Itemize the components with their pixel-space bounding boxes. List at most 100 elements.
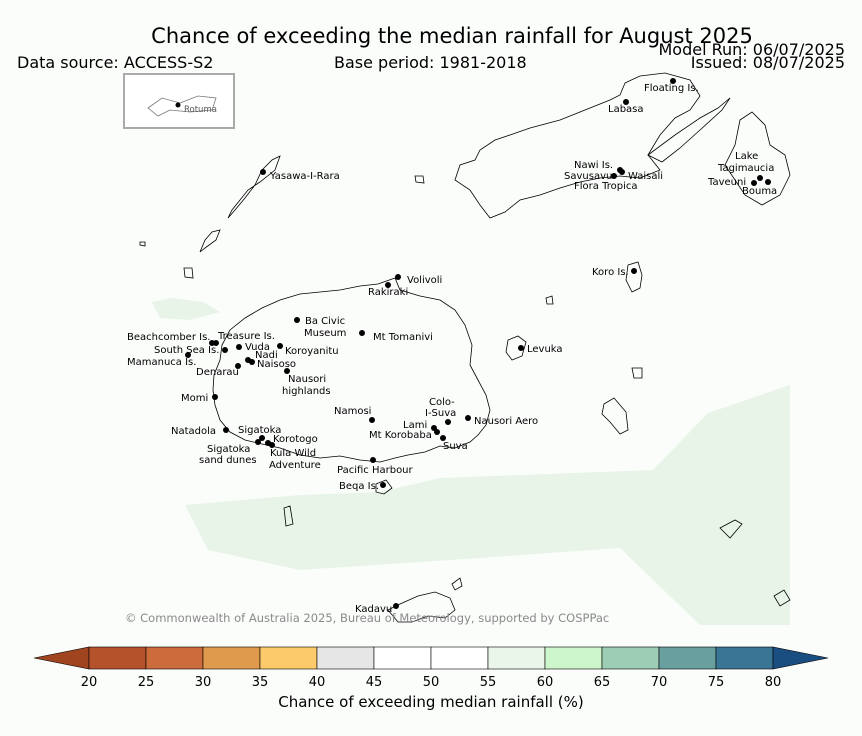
place-label: Rakiraki	[368, 287, 408, 298]
place-label: Lake	[735, 151, 758, 162]
islet-south-1	[283, 505, 294, 527]
base-period: Base period: 1981-2018	[334, 53, 527, 72]
colorbar-tick-label: 70	[651, 675, 668, 690]
place-label: Volivoli	[407, 275, 442, 286]
yasawa-chain	[227, 155, 281, 219]
place-label: Levuka	[527, 344, 563, 355]
place-label: Floating Is.	[644, 83, 699, 94]
place-label: Treasure Is.	[217, 331, 275, 342]
islet-east-1	[545, 295, 554, 305]
north-islet-1	[414, 175, 425, 184]
place-label: Sigatoka	[238, 425, 281, 436]
place-label: Labasa	[608, 104, 644, 115]
colorbar-bin	[88, 646, 147, 670]
colorbar-tick-label: 80	[765, 675, 782, 690]
colorbar-tick-label: 35	[252, 675, 269, 690]
colorbar-bin	[715, 646, 774, 670]
place-label: Museum	[304, 328, 346, 339]
model-run: Model Run: 06/07/2025	[658, 40, 846, 59]
place-label: Taveuni	[707, 177, 746, 188]
beqa-island	[375, 479, 393, 495]
colorbar-bin	[658, 646, 717, 670]
place-label: Adventure	[269, 460, 321, 471]
colorbar-tick-label: 30	[195, 675, 212, 690]
islet-east-3	[631, 367, 643, 379]
place-label: Suva	[443, 441, 468, 452]
colorbar-tick-label: 45	[366, 675, 383, 690]
shade-region-west	[152, 298, 220, 320]
place-dots	[185, 78, 771, 609]
place-label: Vuda	[245, 342, 270, 353]
colorbar-tick-label: 65	[594, 675, 611, 690]
place-label: Denarau	[196, 367, 239, 378]
place-label: Yasawa-I-Rara	[269, 171, 340, 182]
place-label: Pacific Harbour	[337, 465, 414, 476]
place-label: Tagimaucia	[717, 163, 774, 174]
colorbar-label: Chance of exceeding median rainfall (%)	[278, 693, 584, 711]
yasawa-south	[199, 229, 221, 253]
place-label: Koro Is.	[592, 267, 629, 278]
place-label: Flora Tropica	[574, 181, 637, 192]
shade-region-south	[185, 385, 790, 625]
rotuma-inset: Rotuma	[123, 73, 235, 129]
islet-west-1	[139, 241, 146, 247]
colorbar-extend-low	[33, 646, 90, 670]
place-label: Korotogo	[273, 434, 318, 445]
place-label: Mt Korobaba	[369, 430, 432, 441]
colorbar-tick-label: 25	[138, 675, 155, 690]
place-label: Natadola	[171, 426, 216, 437]
colorbar-bin	[430, 646, 489, 670]
place-label: Nawi Is.	[574, 160, 613, 171]
place-label: Bouma	[742, 186, 777, 197]
viti-levu-island	[212, 277, 491, 463]
place-label: Waisali	[628, 171, 663, 182]
islet-west-2	[183, 267, 194, 279]
place-label: Naisoso	[257, 359, 296, 370]
place-label: Ba Civic	[305, 316, 345, 327]
place-label: Beqa Is.	[339, 481, 379, 492]
inset-label: Rotuma	[184, 105, 217, 115]
colorbar-tick-label: 60	[537, 675, 554, 690]
place-label: I-Suva	[425, 408, 456, 419]
place-label: highlands	[282, 386, 331, 397]
koro-island	[625, 261, 643, 293]
colorbar-bin	[601, 646, 660, 670]
place-label: Mt Tomanivi	[373, 332, 433, 343]
place-label: Kadavu	[355, 604, 392, 615]
colorbar-bin	[259, 646, 318, 670]
colorbar-bin	[373, 646, 432, 670]
place-label: Nadi	[255, 350, 278, 361]
vanua-levu-island	[454, 72, 701, 219]
place-label: Beachcomber Is.	[127, 332, 210, 343]
issued-date: Issued: 08/07/2025	[690, 53, 845, 72]
place-label: Savusavu	[564, 171, 612, 182]
colorbar-tick-label: 55	[480, 675, 497, 690]
vanua-levu-ne	[647, 97, 731, 163]
place-label: Momi	[181, 393, 208, 404]
colorbar-extend-high	[772, 646, 829, 670]
place-label: Colo-	[429, 397, 455, 408]
islet-south-2	[451, 577, 463, 591]
place-labels: Floating Is. Labasa Yasawa-I-Rara Nawi I…	[127, 83, 777, 615]
data-source: Data source: ACCESS-S2	[17, 53, 214, 72]
colorbar-bin	[487, 646, 546, 670]
place-label: Lami	[403, 420, 427, 431]
place-label: Mamanuca Is.	[127, 357, 196, 368]
kadavu-island	[387, 591, 456, 623]
place-label: Nausori	[288, 374, 326, 385]
map-title: Chance of exceeding the median rainfall …	[151, 24, 753, 48]
islet-east-2	[601, 397, 629, 435]
place-label: Nausori Aero	[474, 416, 538, 427]
colorbar-bin	[145, 646, 204, 670]
taveuni-island	[724, 111, 791, 206]
colorbar-bin	[316, 646, 375, 670]
place-label: Kula Wild	[270, 448, 316, 459]
islet-east-5	[773, 589, 791, 607]
copyright-notice: © Commonwealth of Australia 2025, Bureau…	[125, 611, 609, 625]
place-label: South Sea Is.	[154, 345, 219, 356]
place-label: Koroyanitu	[285, 346, 339, 357]
colorbar-tick-label: 20	[81, 675, 98, 690]
colorbar-tick-label: 40	[309, 675, 326, 690]
